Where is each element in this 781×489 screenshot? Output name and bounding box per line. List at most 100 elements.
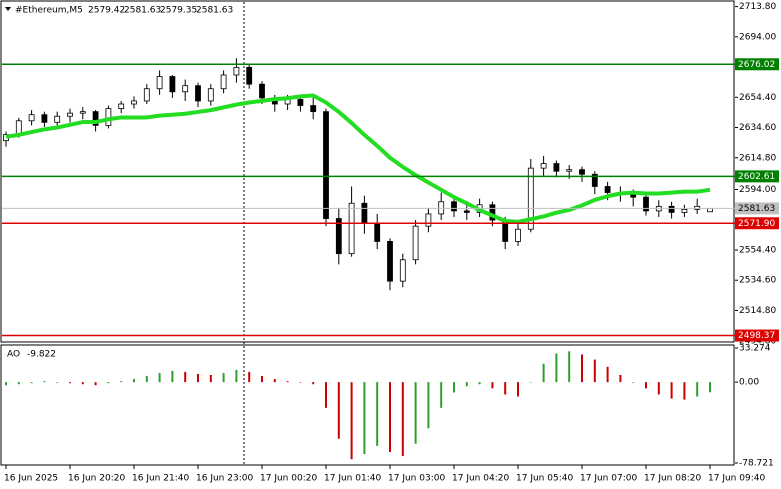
y-tick-label: 2554.40 xyxy=(739,245,776,255)
ao-bar xyxy=(69,382,71,384)
price-level-tag xyxy=(735,217,779,230)
candle-body xyxy=(566,169,573,172)
ao-bar xyxy=(427,382,430,429)
x-tick-label: 17 Jun 05:40 xyxy=(516,474,573,484)
ao-bar xyxy=(43,381,46,383)
ao-bar xyxy=(542,363,545,383)
candle-body xyxy=(540,163,547,169)
price-level-label: 2602.61 xyxy=(738,172,775,182)
ao-bar xyxy=(325,382,327,408)
candle-body xyxy=(41,114,48,123)
candle-body xyxy=(451,201,457,212)
candle-body xyxy=(105,108,112,126)
candle-body xyxy=(604,186,611,193)
main-panel-frame xyxy=(0,0,735,343)
price-level-tag xyxy=(735,58,779,71)
ao-bar xyxy=(440,382,443,408)
y-tick-label: 2594.00 xyxy=(739,185,776,195)
ao-bar xyxy=(261,376,263,383)
candle-body xyxy=(220,74,227,90)
ao-bar xyxy=(657,382,660,395)
current-price-label: 2581.63 xyxy=(738,204,775,214)
ao-bar xyxy=(184,371,187,383)
candle-body xyxy=(553,163,560,172)
candle-body xyxy=(412,225,419,261)
y-tick-label: 2634.60 xyxy=(739,123,776,133)
candle-body xyxy=(297,99,304,106)
candle-body xyxy=(668,205,675,213)
ao-bar xyxy=(17,382,20,385)
candle-body xyxy=(195,85,201,102)
x-tick-label: 17 Jun 07:00 xyxy=(580,474,637,484)
ohlc-open: 2579.42 xyxy=(88,6,125,16)
candle-body xyxy=(515,228,521,242)
ao-bar xyxy=(376,382,379,446)
ao-bar xyxy=(56,382,59,383)
ao-bar xyxy=(222,372,225,383)
ohlc-high: 2581.63 xyxy=(124,6,161,16)
candle-body xyxy=(463,210,470,213)
ao-bar xyxy=(555,353,558,383)
ao-bar xyxy=(145,376,148,383)
candle-body xyxy=(438,201,445,215)
x-tick-label: 16 Jun 2025 xyxy=(4,474,58,484)
ao-bar xyxy=(299,382,302,383)
ao-bar xyxy=(670,382,673,399)
candle-body xyxy=(361,202,368,224)
candle-body xyxy=(694,205,701,210)
candle-body xyxy=(387,241,393,282)
ao-bar xyxy=(120,381,123,383)
x-tick-label: 17 Jun 08:20 xyxy=(644,474,701,484)
candle-body xyxy=(348,202,355,255)
ao-bar xyxy=(619,374,622,383)
ao-bar xyxy=(414,382,417,444)
ao-bar xyxy=(81,382,84,385)
y-tick-label: 2694.00 xyxy=(739,32,776,42)
candle-body xyxy=(156,76,163,90)
ao-bar xyxy=(5,382,7,386)
price-level-label: 2676.02 xyxy=(738,60,775,70)
ao-bar xyxy=(401,382,404,457)
ao-tick-label: 33.274 xyxy=(739,344,771,354)
ao-bar xyxy=(453,382,455,393)
ao-bar xyxy=(107,382,110,384)
candle-body xyxy=(233,66,240,76)
ao-bar xyxy=(363,382,366,455)
ao-bar xyxy=(696,382,699,397)
ao-bar xyxy=(171,370,174,383)
ao-bar xyxy=(133,379,135,383)
x-tick-label: 16 Jun 21:40 xyxy=(132,474,189,484)
ao-bar xyxy=(683,382,686,400)
y-tick-label: 2713.80 xyxy=(739,2,776,12)
chart-title: #Ethereum,M5 xyxy=(15,6,83,16)
candle-body xyxy=(79,111,86,114)
candle-body xyxy=(707,208,713,213)
ao-bar xyxy=(709,382,711,393)
ao-tick-label: -78.721 xyxy=(739,459,774,469)
candle-body xyxy=(527,167,534,230)
ao-bar xyxy=(491,382,494,389)
y-tick-label: 2614.80 xyxy=(739,153,776,163)
ao-bar xyxy=(632,382,635,383)
ao-bar xyxy=(606,366,609,383)
x-tick-label: 16 Jun 23:00 xyxy=(196,474,253,484)
ohlc-low: 2579.35 xyxy=(160,6,197,16)
ao-bar xyxy=(158,372,161,383)
ao-bar xyxy=(645,382,647,389)
candle-body xyxy=(246,66,253,85)
x-tick-label: 17 Jun 09:40 xyxy=(708,474,765,484)
x-tick-label: 16 Jun 20:20 xyxy=(68,474,125,484)
candle-body xyxy=(118,103,125,109)
candle-body xyxy=(310,105,317,113)
candle-body xyxy=(92,111,99,126)
candle-body xyxy=(54,115,61,123)
candle-body xyxy=(399,259,406,282)
candle-body xyxy=(259,83,265,99)
candle-body xyxy=(374,222,381,242)
ao-bar xyxy=(235,369,238,383)
price-level-label: 2571.90 xyxy=(738,219,775,229)
ao-bar xyxy=(478,382,481,385)
ao-tick-label: 0.00 xyxy=(739,378,759,388)
x-tick-label: 17 Jun 00:20 xyxy=(260,474,317,484)
